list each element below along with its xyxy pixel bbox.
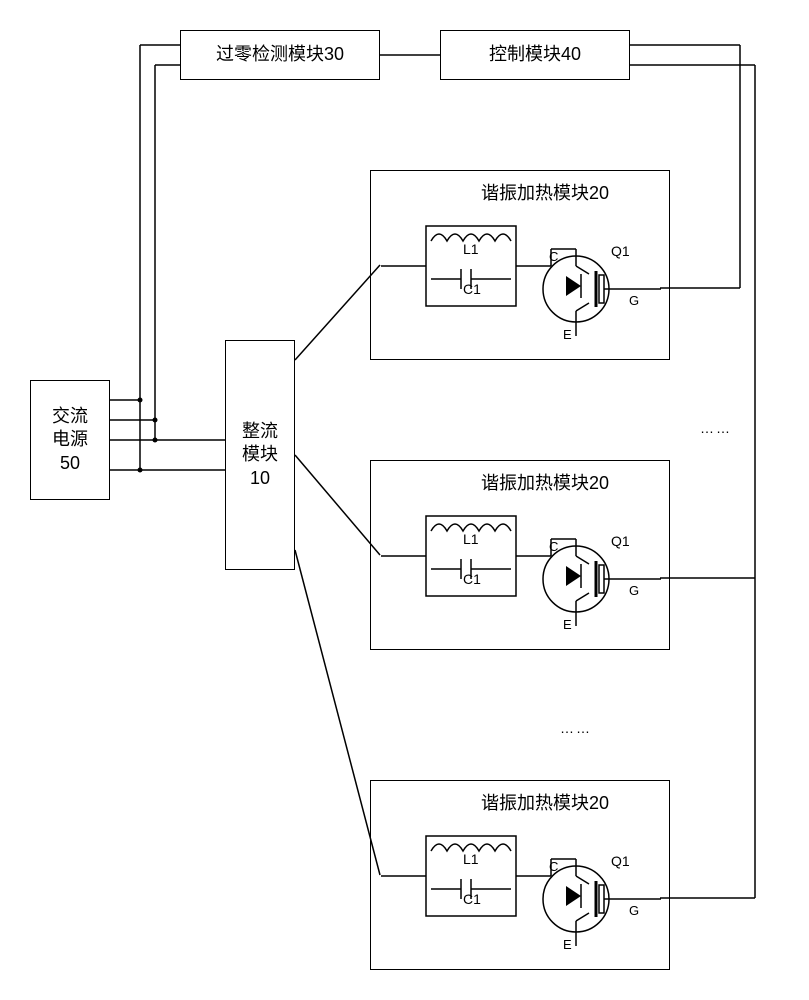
resonant-module-3: 谐振加热模块20 L1 C1 Q1 C G [370, 780, 670, 970]
zero-cross-block: 过零检测模块30 [180, 30, 380, 80]
pin-e-label-3: E [563, 937, 572, 952]
pin-g-label-2: G [629, 583, 639, 598]
resonant-schematic-1 [371, 171, 671, 361]
rectifier-label: 整流 模块 10 [242, 420, 278, 490]
transistor-label-1: Q1 [611, 243, 630, 259]
capacitor-label-1: C1 [463, 281, 481, 297]
inductor-label-2: L1 [463, 531, 479, 547]
resonant-schematic-2 [371, 461, 671, 651]
ellipsis-1: …… [700, 420, 732, 436]
inductor-label-3: L1 [463, 851, 479, 867]
ac-source-label: 交流 电源 50 [52, 405, 88, 475]
control-block: 控制模块40 [440, 30, 630, 80]
transistor-label-2: Q1 [611, 533, 630, 549]
pin-g-label-3: G [629, 903, 639, 918]
capacitor-label-3: C1 [463, 891, 481, 907]
pin-c-label-3: C [549, 859, 558, 874]
pin-c-label-2: C [549, 539, 558, 554]
pin-e-label-1: E [563, 327, 572, 342]
pin-g-label-1: G [629, 293, 639, 308]
zero-cross-label: 过零检测模块30 [216, 43, 344, 66]
pin-e-label-2: E [563, 617, 572, 632]
pin-c-label-1: C [549, 249, 558, 264]
capacitor-label-2: C1 [463, 571, 481, 587]
inductor-label-1: L1 [463, 241, 479, 257]
control-label: 控制模块40 [489, 43, 581, 66]
resonant-module-1: 谐振加热模块20 L1 C1 Q1 C G [370, 170, 670, 360]
transistor-label-3: Q1 [611, 853, 630, 869]
ellipsis-2: …… [560, 720, 592, 736]
rectifier-block: 整流 模块 10 [225, 340, 295, 570]
resonant-module-2: 谐振加热模块20 L1 C1 Q1 C G [370, 460, 670, 650]
ac-source-block: 交流 电源 50 [30, 380, 110, 500]
resonant-schematic-3 [371, 781, 671, 971]
